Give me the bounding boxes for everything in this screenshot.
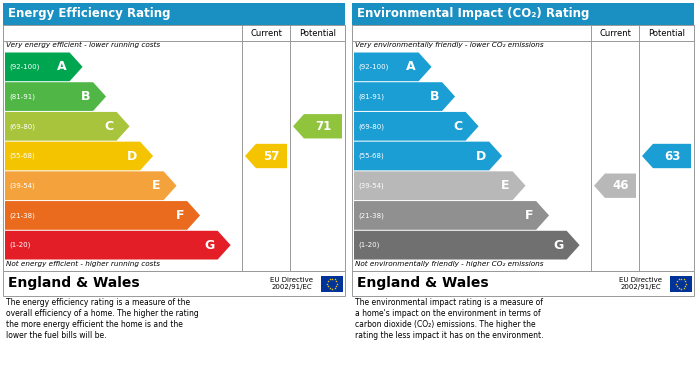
Text: (39-54): (39-54) [9,183,35,189]
Bar [3,25,345,41]
Polygon shape [354,142,502,170]
Text: F: F [524,209,533,222]
Text: England & Wales: England & Wales [8,276,139,291]
Text: (69-80): (69-80) [358,123,384,129]
Text: Current: Current [250,29,282,38]
Text: (92-100): (92-100) [9,64,39,70]
Polygon shape [5,52,83,81]
Polygon shape [5,112,130,141]
Polygon shape [354,201,549,230]
Polygon shape [5,201,200,230]
Text: (81-91): (81-91) [358,93,384,100]
Bar [321,276,343,292]
Text: A: A [406,60,416,74]
Text: Potential: Potential [648,29,685,38]
Text: (21-38): (21-38) [358,212,384,219]
Polygon shape [354,231,580,260]
Text: Environmental Impact (CO₂) Rating: Environmental Impact (CO₂) Rating [357,7,589,20]
Text: (55-68): (55-68) [9,153,35,159]
Polygon shape [354,112,479,141]
Text: 57: 57 [263,149,280,163]
Text: The energy efficiency rating is a measure of the
overall efficiency of a home. T: The energy efficiency rating is a measur… [6,298,199,340]
Polygon shape [5,171,176,200]
Text: E: E [501,179,510,192]
Text: (1-20): (1-20) [358,242,379,248]
Text: 71: 71 [315,120,331,133]
Bar [352,3,694,25]
Polygon shape [293,114,342,138]
Text: (69-80): (69-80) [9,123,35,129]
Bar [352,271,694,296]
Text: D: D [476,149,486,163]
Bar [3,25,345,271]
Polygon shape [594,174,636,198]
Bar [352,25,694,41]
Polygon shape [354,171,526,200]
Text: EU Directive
2002/91/EC: EU Directive 2002/91/EC [619,277,662,290]
Text: (1-20): (1-20) [9,242,30,248]
Text: D: D [127,149,137,163]
Bar [3,3,345,25]
Polygon shape [245,144,287,168]
Text: (81-91): (81-91) [9,93,35,100]
Polygon shape [5,142,153,170]
Bar [670,276,692,292]
Bar [352,25,694,271]
Text: (39-54): (39-54) [358,183,384,189]
Text: G: G [554,239,564,252]
Text: Energy Efficiency Rating: Energy Efficiency Rating [8,7,171,20]
Polygon shape [5,231,230,260]
Text: B: B [430,90,439,103]
Text: Very energy efficient - lower running costs: Very energy efficient - lower running co… [6,42,160,48]
Text: C: C [454,120,463,133]
Text: 63: 63 [664,149,680,163]
Polygon shape [642,144,691,168]
Text: E: E [152,179,160,192]
Polygon shape [5,82,106,111]
Text: Potential: Potential [299,29,336,38]
Text: Current: Current [599,29,631,38]
Text: (55-68): (55-68) [358,153,384,159]
Text: Not energy efficient - higher running costs: Not energy efficient - higher running co… [6,261,160,267]
Text: Not environmentally friendly - higher CO₂ emissions: Not environmentally friendly - higher CO… [355,261,543,267]
Text: EU Directive
2002/91/EC: EU Directive 2002/91/EC [270,277,313,290]
Text: England & Wales: England & Wales [357,276,489,291]
Text: (21-38): (21-38) [9,212,35,219]
Text: (92-100): (92-100) [358,64,388,70]
Text: C: C [104,120,113,133]
Text: F: F [176,209,184,222]
Text: B: B [80,90,90,103]
Bar [3,271,345,296]
Text: G: G [204,239,215,252]
Text: The environmental impact rating is a measure of
a home's impact on the environme: The environmental impact rating is a mea… [355,298,543,340]
Polygon shape [354,52,431,81]
Text: Very environmentally friendly - lower CO₂ emissions: Very environmentally friendly - lower CO… [355,42,544,48]
Text: 46: 46 [612,179,629,192]
Polygon shape [354,82,455,111]
Text: A: A [57,60,66,74]
